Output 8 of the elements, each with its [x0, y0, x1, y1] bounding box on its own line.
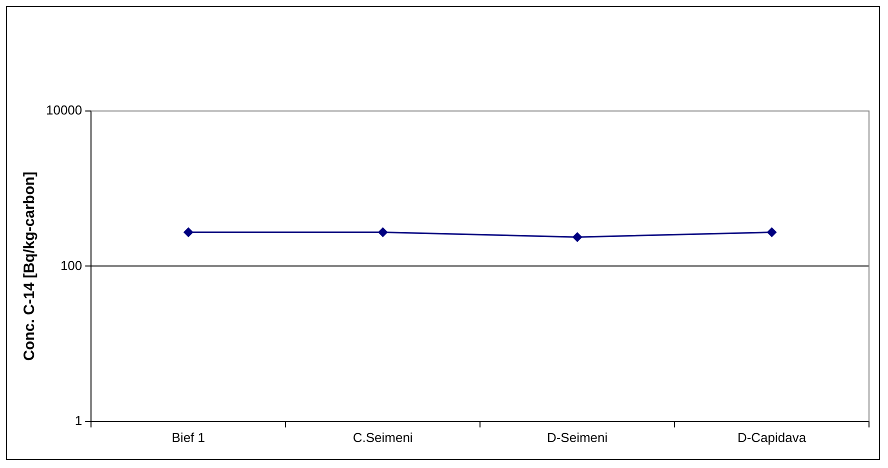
x-tick-label: D-Seimeni [546, 430, 608, 445]
y-axis-title: Conc. C-14 [Bq/kg-carbon] [21, 172, 38, 361]
y-tick-label: 10000 [46, 102, 82, 118]
y-tick-label: 100 [60, 258, 82, 273]
x-tick-label: Bief 1 [172, 430, 206, 445]
x-tick-label: C.Seimeni [352, 430, 413, 445]
x-tick-label: D-Capidava [737, 430, 807, 445]
y-tick-label: 1 [74, 412, 82, 428]
